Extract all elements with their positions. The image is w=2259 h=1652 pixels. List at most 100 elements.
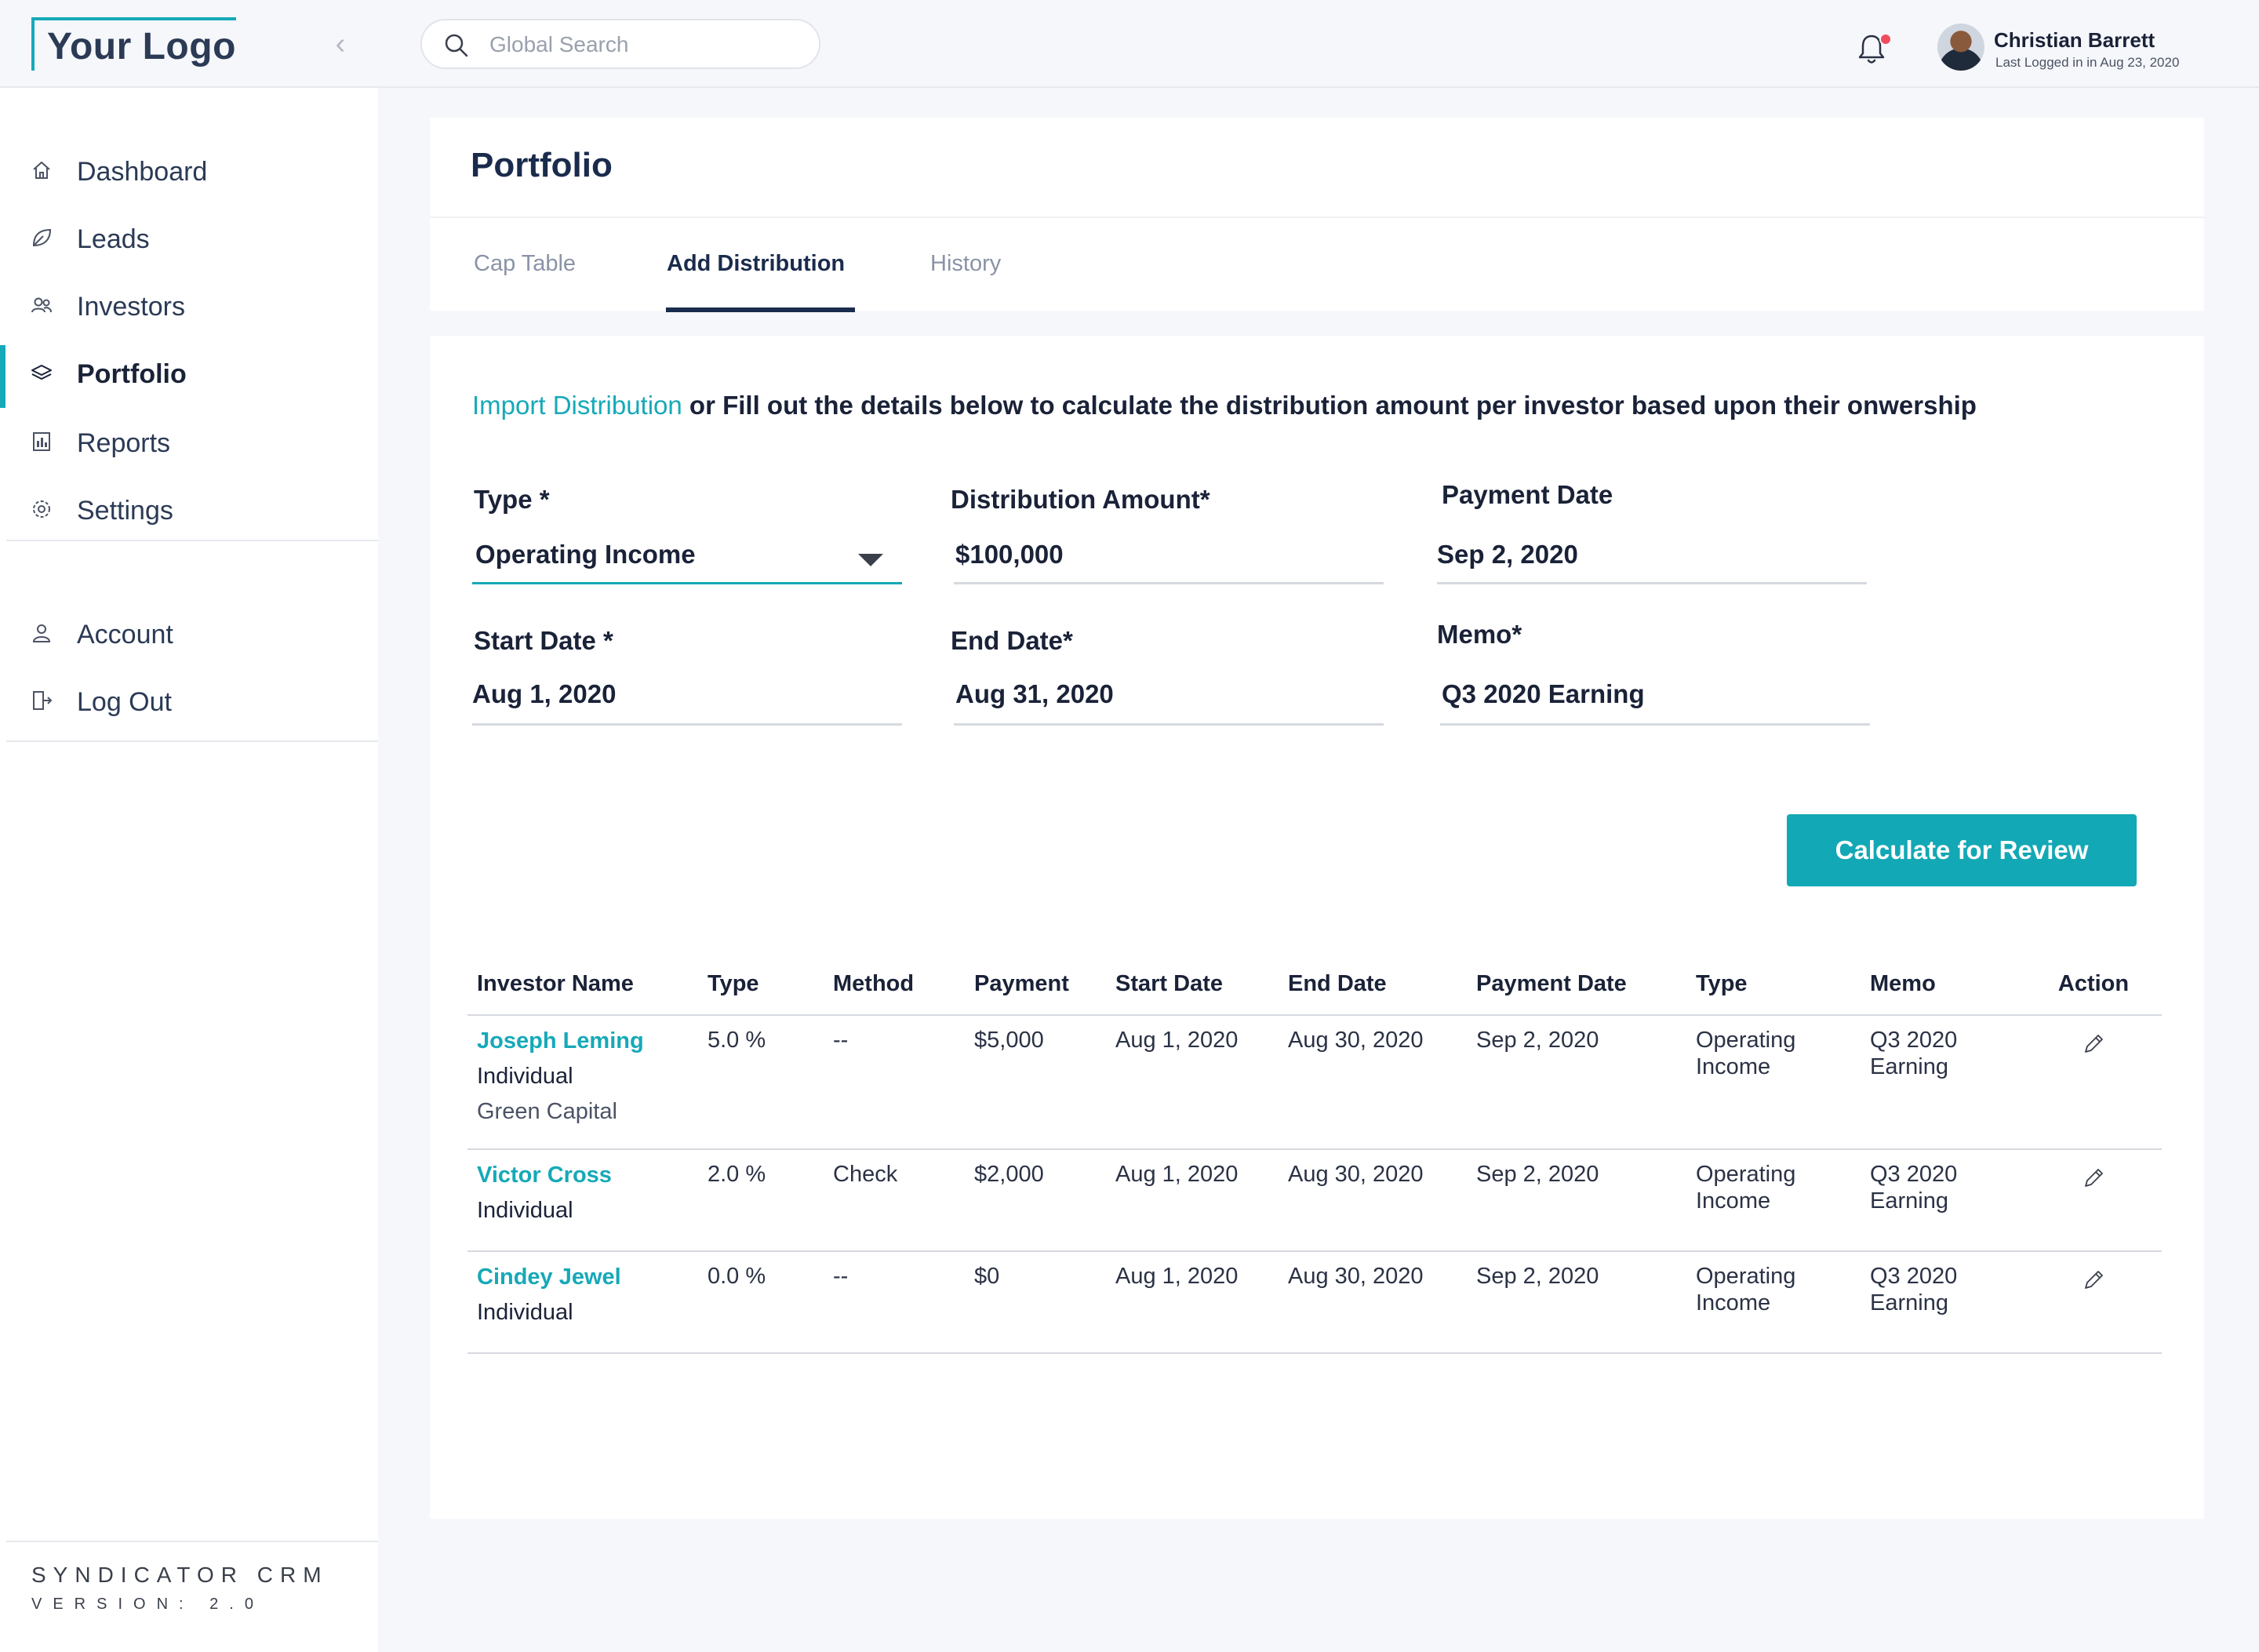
global-search[interactable] xyxy=(420,19,820,69)
sidebar-item-label: Dashboard xyxy=(77,157,208,187)
sidebar-divider xyxy=(6,1541,378,1542)
column-header[interactable]: Investor Name xyxy=(467,954,698,1016)
header-divider xyxy=(430,217,2204,218)
column-header[interactable]: Start Date xyxy=(1106,954,1279,1016)
tab-history[interactable]: History xyxy=(930,251,1002,276)
start-date-cell: Aug 1, 2020 xyxy=(1106,1251,1279,1354)
sidebar-item-label: Log Out xyxy=(77,687,172,717)
memo-line-1: Q3 2020 xyxy=(1870,1162,1958,1187)
method-cell: Check xyxy=(824,1149,965,1252)
sidebar-item-portfolio[interactable]: Portfolio xyxy=(0,345,378,408)
payment-date-cell: Sep 2, 2020 xyxy=(1467,1251,1686,1354)
distribution-table-card: Investor Name Type Method Payment Start … xyxy=(430,915,2204,1519)
distribution-amount-underline xyxy=(954,582,1384,584)
search-input[interactable] xyxy=(489,28,803,61)
sidebar-item-label: Reports xyxy=(77,428,171,458)
type-line-2: Income xyxy=(1696,1054,1771,1079)
pencil-icon[interactable] xyxy=(2081,1166,2106,1191)
end-date-cell: Aug 30, 2020 xyxy=(1279,1015,1467,1150)
column-header[interactable]: Memo xyxy=(1861,954,2025,1016)
tab-cap-table[interactable]: Cap Table xyxy=(474,251,577,276)
type-line-1: Operating xyxy=(1696,1162,1796,1187)
last-login-text: Last Logged in in Aug 23, 2020 xyxy=(1995,55,2180,70)
type-line-2: Income xyxy=(1696,1290,1771,1315)
column-header[interactable]: Payment Date xyxy=(1467,954,1686,1016)
type-select[interactable]: Operating Income xyxy=(475,540,696,569)
investor-name-link[interactable]: Victor Cross xyxy=(477,1163,612,1188)
layers-icon xyxy=(31,365,52,380)
investor-name-link[interactable]: Cindey Jewel xyxy=(477,1264,621,1290)
active-tab-indicator xyxy=(666,307,855,312)
method-cell: -- xyxy=(824,1015,965,1150)
action-cell xyxy=(2025,1149,2162,1252)
distribution-table: Investor Name Type Method Payment Start … xyxy=(467,954,2162,1354)
sidebar-item-dashboard[interactable]: Dashboard xyxy=(0,143,378,201)
chevron-down-icon[interactable] xyxy=(858,554,883,566)
memo-underline xyxy=(1440,723,1870,726)
end-date-input[interactable]: Aug 31, 2020 xyxy=(955,679,1114,708)
column-header[interactable]: Method xyxy=(824,954,965,1016)
column-header[interactable]: Type xyxy=(1686,954,1861,1016)
user-name[interactable]: Christian Barrett xyxy=(1994,28,2155,52)
column-header[interactable]: Type xyxy=(698,954,824,1016)
type-line-1: Operating xyxy=(1696,1028,1796,1053)
pencil-icon[interactable] xyxy=(2081,1032,2106,1057)
investor-cell: Victor Cross Individual xyxy=(467,1149,698,1252)
sidebar-item-label: Leads xyxy=(77,224,150,254)
end-date-cell: Aug 30, 2020 xyxy=(1279,1251,1467,1354)
memo-line-2: Earning xyxy=(1870,1188,1948,1214)
sidebar-item-account[interactable]: Account xyxy=(0,606,378,664)
calculate-for-review-button[interactable]: Calculate for Review xyxy=(1787,814,2137,886)
notification-bell-icon[interactable] xyxy=(1856,31,1887,66)
type-cell: 0.0 % xyxy=(698,1251,824,1354)
table-header-row: Investor Name Type Method Payment Start … xyxy=(467,954,2162,1016)
user-icon xyxy=(32,624,51,642)
distribution-type-cell: Operating Income xyxy=(1686,1149,1861,1252)
sidebar-divider xyxy=(6,740,378,742)
payment-date-cell: Sep 2, 2020 xyxy=(1467,1015,1686,1150)
distribution-amount-input[interactable]: $100,000 xyxy=(955,540,1064,569)
memo-cell: Q3 2020 Earning xyxy=(1861,1251,2025,1354)
memo-line-2: Earning xyxy=(1870,1290,1948,1315)
payment-date-underline xyxy=(1437,582,1867,584)
start-date-cell: Aug 1, 2020 xyxy=(1106,1149,1279,1252)
type-line-1: Operating xyxy=(1696,1264,1796,1289)
start-date-input[interactable]: Aug 1, 2020 xyxy=(472,679,617,708)
end-date-underline xyxy=(954,723,1384,726)
brand-footer: SYNDICATOR CRM VERSION: 2.0 xyxy=(31,1563,329,1614)
payment-date-label: Payment Date xyxy=(1442,480,1613,509)
logo[interactable]: Your Logo xyxy=(31,17,236,71)
sidebar-item-reports[interactable]: Reports xyxy=(0,414,378,472)
leaf-icon xyxy=(32,228,52,247)
memo-line-2: Earning xyxy=(1870,1054,1948,1079)
top-bar: Your Logo ‹ Christian Barrett Last Logge… xyxy=(0,0,2259,88)
column-header[interactable]: Action xyxy=(2025,954,2162,1016)
page-header: Portfolio Cap Table Add Distribution His… xyxy=(430,118,2204,312)
method-cell: -- xyxy=(824,1251,965,1354)
table-row: Joseph Leming Individual Green Capital 5… xyxy=(467,1015,2162,1150)
avatar[interactable] xyxy=(1937,24,1984,71)
collapse-sidebar-chevron-left-icon[interactable]: ‹ xyxy=(335,27,346,60)
sidebar-item-settings[interactable]: Settings xyxy=(0,482,378,540)
column-header[interactable]: Payment xyxy=(965,954,1106,1016)
memo-input[interactable]: Q3 2020 Earning xyxy=(1442,679,1645,708)
column-header[interactable]: End Date xyxy=(1279,954,1467,1016)
investor-kind: Individual xyxy=(477,1300,573,1325)
type-line-2: Income xyxy=(1696,1188,1771,1214)
sidebar-item-logout[interactable]: Log Out xyxy=(0,673,378,731)
investor-name-link[interactable]: Joseph Leming xyxy=(477,1028,644,1053)
distribution-form: Import Distribution or Fill out the deta… xyxy=(430,336,2204,915)
import-distribution-link[interactable]: Import Distribution xyxy=(472,391,682,420)
start-date-underline xyxy=(472,723,902,726)
sidebar-item-leads[interactable]: Leads xyxy=(0,210,378,268)
table-row: Cindey Jewel Individual 0.0 % -- $0 Aug … xyxy=(467,1251,2162,1354)
pencil-icon[interactable] xyxy=(2081,1268,2106,1293)
tab-add-distribution[interactable]: Add Distribution xyxy=(667,251,846,276)
page-title: Portfolio xyxy=(471,146,613,184)
gear-icon xyxy=(33,500,50,518)
type-cell: 5.0 % xyxy=(698,1015,824,1150)
payment-date-input[interactable]: Sep 2, 2020 xyxy=(1437,540,1578,569)
memo-label: Memo* xyxy=(1437,620,1522,649)
sidebar-item-investors[interactable]: Investors xyxy=(0,278,378,336)
search-icon xyxy=(445,34,468,57)
